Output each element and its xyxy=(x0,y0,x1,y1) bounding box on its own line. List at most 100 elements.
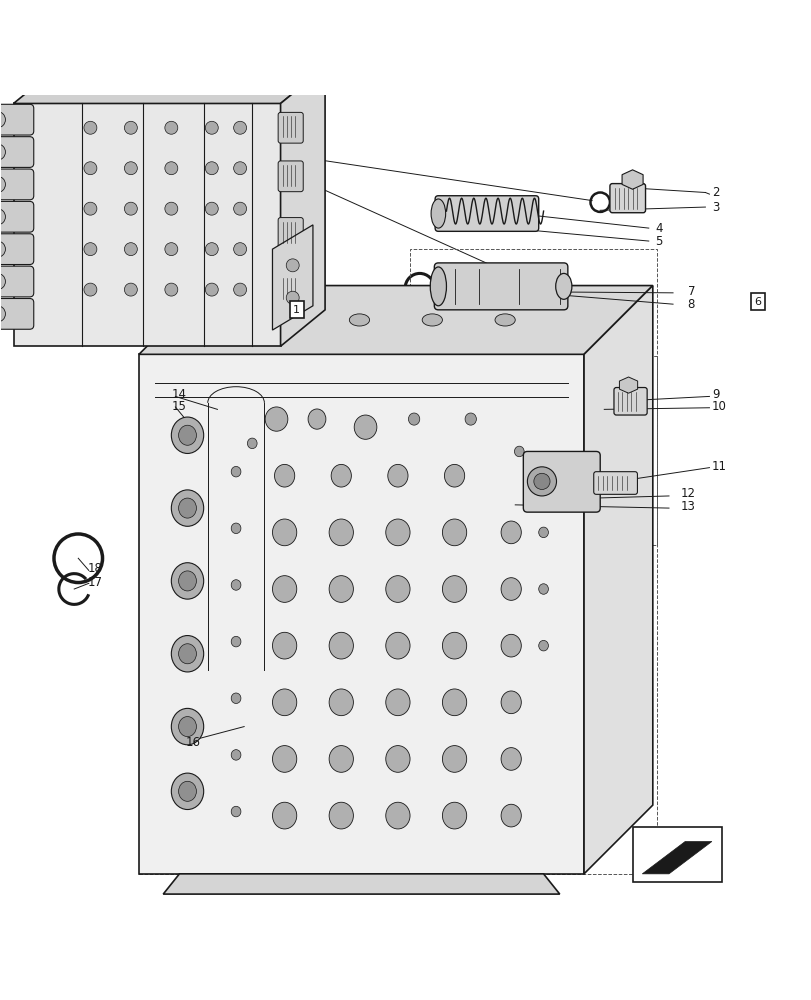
Circle shape xyxy=(0,112,6,128)
Polygon shape xyxy=(139,354,583,874)
Circle shape xyxy=(165,243,178,256)
Ellipse shape xyxy=(385,802,410,829)
Circle shape xyxy=(0,273,6,290)
Circle shape xyxy=(165,202,178,215)
Circle shape xyxy=(124,162,137,175)
Ellipse shape xyxy=(272,576,296,602)
Ellipse shape xyxy=(538,640,547,651)
Ellipse shape xyxy=(442,802,466,829)
Ellipse shape xyxy=(555,273,571,299)
Ellipse shape xyxy=(328,802,353,829)
Circle shape xyxy=(0,176,6,192)
Circle shape xyxy=(165,121,178,134)
FancyBboxPatch shape xyxy=(0,137,34,167)
Ellipse shape xyxy=(500,634,521,657)
Ellipse shape xyxy=(178,781,196,801)
Ellipse shape xyxy=(430,267,446,306)
Ellipse shape xyxy=(331,464,351,487)
Ellipse shape xyxy=(231,693,241,704)
Text: 12: 12 xyxy=(680,487,695,500)
Ellipse shape xyxy=(442,746,466,772)
FancyBboxPatch shape xyxy=(278,218,303,248)
Ellipse shape xyxy=(431,199,445,228)
Ellipse shape xyxy=(231,806,241,817)
FancyBboxPatch shape xyxy=(278,112,303,143)
Ellipse shape xyxy=(500,748,521,770)
Ellipse shape xyxy=(272,746,296,772)
Text: 4: 4 xyxy=(654,222,662,235)
Polygon shape xyxy=(14,67,324,103)
Polygon shape xyxy=(621,170,642,189)
Circle shape xyxy=(0,144,6,160)
Text: 13: 13 xyxy=(680,500,695,513)
FancyBboxPatch shape xyxy=(14,103,281,346)
Ellipse shape xyxy=(178,498,196,518)
Text: 6: 6 xyxy=(753,297,761,307)
Circle shape xyxy=(286,291,298,304)
Circle shape xyxy=(205,121,218,134)
Circle shape xyxy=(165,162,178,175)
FancyBboxPatch shape xyxy=(609,184,645,213)
Ellipse shape xyxy=(500,691,521,714)
Circle shape xyxy=(286,259,298,272)
Bar xyxy=(632,827,721,882)
FancyBboxPatch shape xyxy=(434,263,567,310)
Polygon shape xyxy=(619,377,637,393)
Ellipse shape xyxy=(385,689,410,716)
Circle shape xyxy=(66,79,79,92)
Ellipse shape xyxy=(328,689,353,716)
Circle shape xyxy=(124,283,137,296)
FancyBboxPatch shape xyxy=(593,472,637,494)
Circle shape xyxy=(124,202,137,215)
Ellipse shape xyxy=(272,689,296,716)
Ellipse shape xyxy=(465,413,476,425)
Polygon shape xyxy=(583,286,652,874)
Ellipse shape xyxy=(231,580,241,590)
Ellipse shape xyxy=(171,417,204,453)
Ellipse shape xyxy=(495,314,515,326)
Ellipse shape xyxy=(272,632,296,659)
Ellipse shape xyxy=(385,632,410,659)
Text: 3: 3 xyxy=(711,201,719,214)
Text: 17: 17 xyxy=(88,576,103,589)
Text: 14: 14 xyxy=(171,388,186,401)
Ellipse shape xyxy=(171,636,204,672)
Circle shape xyxy=(235,79,248,92)
Ellipse shape xyxy=(178,644,196,664)
FancyBboxPatch shape xyxy=(278,161,303,192)
Ellipse shape xyxy=(500,578,521,600)
Circle shape xyxy=(205,162,218,175)
Circle shape xyxy=(122,79,135,92)
Ellipse shape xyxy=(171,490,204,526)
Ellipse shape xyxy=(178,717,196,737)
Text: 9: 9 xyxy=(711,388,719,401)
Ellipse shape xyxy=(354,415,376,439)
Ellipse shape xyxy=(538,527,547,538)
FancyBboxPatch shape xyxy=(523,451,599,512)
Text: 11: 11 xyxy=(711,460,726,473)
Circle shape xyxy=(234,243,247,256)
Circle shape xyxy=(276,79,289,92)
Ellipse shape xyxy=(277,314,296,326)
Circle shape xyxy=(84,283,97,296)
Circle shape xyxy=(205,283,218,296)
FancyBboxPatch shape xyxy=(278,274,303,305)
Bar xyxy=(410,249,656,545)
Ellipse shape xyxy=(231,750,241,760)
Ellipse shape xyxy=(500,804,521,827)
FancyBboxPatch shape xyxy=(0,299,34,329)
Ellipse shape xyxy=(171,773,204,810)
Ellipse shape xyxy=(265,407,287,431)
Ellipse shape xyxy=(328,576,353,602)
Polygon shape xyxy=(139,286,652,354)
Polygon shape xyxy=(163,874,559,894)
Text: 15: 15 xyxy=(171,400,186,413)
Circle shape xyxy=(0,306,6,322)
Circle shape xyxy=(165,283,178,296)
FancyBboxPatch shape xyxy=(613,388,646,415)
Polygon shape xyxy=(272,225,312,330)
Ellipse shape xyxy=(500,521,521,544)
Circle shape xyxy=(0,241,6,257)
FancyBboxPatch shape xyxy=(0,266,34,297)
Ellipse shape xyxy=(171,563,204,599)
